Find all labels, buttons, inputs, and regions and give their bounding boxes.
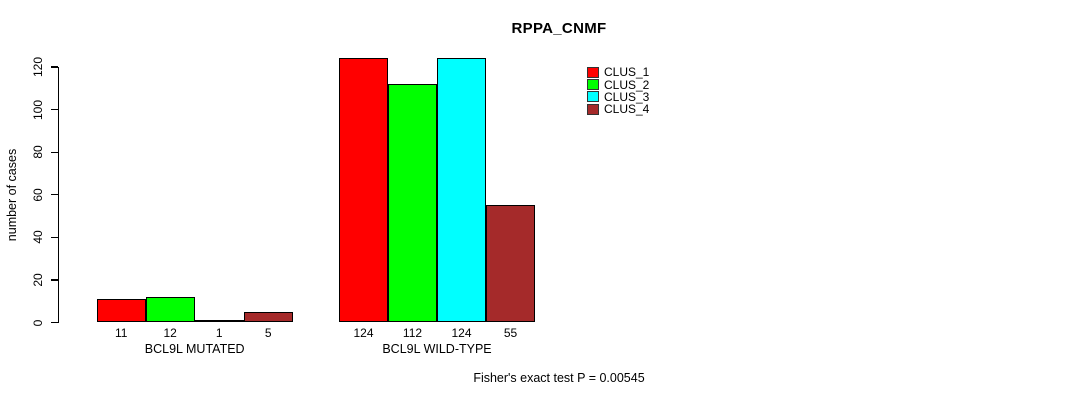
group-label: BCL9L MUTATED [144, 341, 245, 356]
legend-item-clus_2: CLUS_2 [587, 77, 650, 92]
bar-clus_1-group1 [96, 299, 146, 323]
chart-title: RPPA_CNMF [511, 20, 607, 37]
bar-value-label: 55 [503, 325, 518, 340]
y-tick-label: 120 [31, 56, 45, 78]
y-axis-line [58, 66, 60, 323]
bar-clus_4-group1 [243, 311, 293, 323]
bar-value-label: 12 [163, 325, 177, 340]
bar-value-label: 5 [264, 325, 272, 340]
legend-swatch-icon [587, 66, 599, 78]
legend-label: CLUS_4 [604, 102, 650, 117]
y-tick-mark [51, 279, 58, 281]
bar-clus_2-group1 [145, 296, 195, 323]
y-tick-mark [51, 236, 58, 238]
bar-clus_1-group2 [339, 58, 388, 323]
bar-value-label: 124 [451, 325, 472, 340]
bar-value-label: 1 [215, 325, 223, 340]
group-label: BCL9L WILD-TYPE [382, 341, 492, 356]
y-tick-mark [51, 194, 58, 196]
bar-value-label: 112 [402, 325, 423, 340]
y-tick-label: 40 [31, 230, 45, 245]
legend: CLUS_1 CLUS_2 CLUS_3 CLUS_4 [587, 66, 649, 116]
legend-swatch-icon [587, 91, 599, 103]
y-tick-label: 0 [31, 319, 45, 326]
y-tick-mark [51, 108, 58, 111]
y-tick-mark [51, 151, 58, 153]
bar-clus_4-group2 [486, 205, 535, 323]
legend-label: CLUS_2 [604, 77, 650, 92]
legend-item-clus_4: CLUS_4 [587, 103, 649, 115]
bar-value-label: 11 [114, 325, 128, 340]
y-tick-mark [51, 66, 58, 68]
y-tick-label: 60 [31, 188, 45, 202]
bar-clus_3-group1 [194, 320, 244, 323]
y-tick-label: 20 [31, 273, 45, 287]
y-axis-label: number of cases [5, 148, 19, 242]
legend-item-clus_3: CLUS_3 [587, 91, 649, 103]
y-tick-label: 100 [31, 99, 45, 120]
legend-swatch-icon [587, 103, 599, 115]
fisher-test-annotation: Fisher's exact test P = 0.00545 [473, 371, 645, 385]
bar-clus_2-group2 [388, 84, 437, 323]
legend-label: CLUS_3 [604, 89, 650, 104]
bar-clus_3-group2 [437, 58, 486, 323]
bar-value-label: 124 [353, 325, 374, 340]
y-tick-mark [51, 321, 58, 324]
y-tick-label: 80 [31, 145, 45, 159]
legend-swatch-icon [587, 79, 599, 91]
legend-label: CLUS_1 [604, 65, 650, 80]
legend-item-clus_1: CLUS_1 [587, 66, 649, 78]
